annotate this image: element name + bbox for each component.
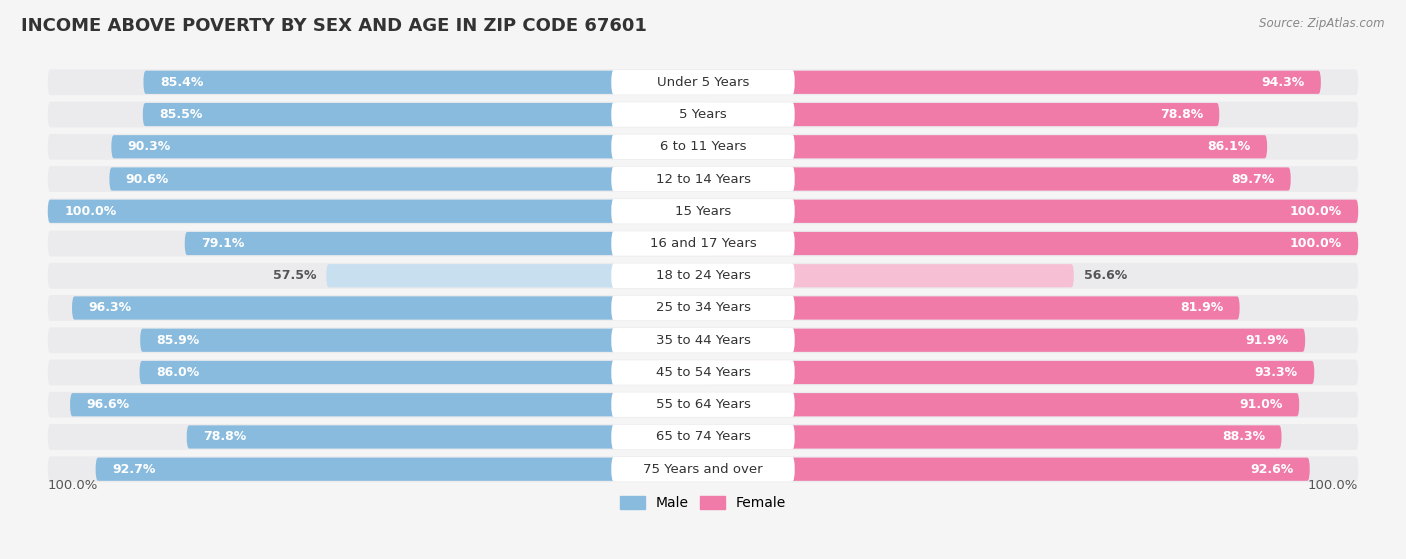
Text: 90.6%: 90.6% <box>125 173 169 186</box>
Text: 16 and 17 Years: 16 and 17 Years <box>650 237 756 250</box>
FancyBboxPatch shape <box>703 329 1305 352</box>
FancyBboxPatch shape <box>703 232 1358 255</box>
Text: INCOME ABOVE POVERTY BY SEX AND AGE IN ZIP CODE 67601: INCOME ABOVE POVERTY BY SEX AND AGE IN Z… <box>21 17 647 35</box>
Text: 96.3%: 96.3% <box>89 301 132 315</box>
FancyBboxPatch shape <box>141 329 703 352</box>
FancyBboxPatch shape <box>612 231 794 256</box>
Text: 86.1%: 86.1% <box>1208 140 1251 153</box>
FancyBboxPatch shape <box>612 102 794 127</box>
FancyBboxPatch shape <box>48 102 1358 127</box>
FancyBboxPatch shape <box>612 360 794 385</box>
FancyBboxPatch shape <box>143 70 703 94</box>
Text: 92.6%: 92.6% <box>1250 463 1294 476</box>
Text: 15 Years: 15 Years <box>675 205 731 218</box>
FancyBboxPatch shape <box>703 135 1267 158</box>
FancyBboxPatch shape <box>703 458 1310 481</box>
Text: 85.9%: 85.9% <box>156 334 200 347</box>
FancyBboxPatch shape <box>612 70 794 94</box>
Text: 12 to 14 Years: 12 to 14 Years <box>655 173 751 186</box>
FancyBboxPatch shape <box>48 166 1358 192</box>
Text: 56.6%: 56.6% <box>1084 269 1128 282</box>
Text: 100.0%: 100.0% <box>1289 205 1341 218</box>
Text: 85.5%: 85.5% <box>159 108 202 121</box>
Text: 93.3%: 93.3% <box>1254 366 1298 379</box>
FancyBboxPatch shape <box>612 263 794 288</box>
FancyBboxPatch shape <box>48 134 1358 160</box>
Text: 78.8%: 78.8% <box>202 430 246 443</box>
Text: 45 to 54 Years: 45 to 54 Years <box>655 366 751 379</box>
FancyBboxPatch shape <box>48 198 1358 224</box>
FancyBboxPatch shape <box>48 295 1358 321</box>
FancyBboxPatch shape <box>70 393 703 416</box>
Text: 94.3%: 94.3% <box>1261 76 1305 89</box>
Text: 25 to 34 Years: 25 to 34 Years <box>655 301 751 315</box>
FancyBboxPatch shape <box>703 200 1358 223</box>
FancyBboxPatch shape <box>48 359 1358 385</box>
FancyBboxPatch shape <box>48 392 1358 418</box>
FancyBboxPatch shape <box>48 424 1358 450</box>
Text: 88.3%: 88.3% <box>1222 430 1265 443</box>
FancyBboxPatch shape <box>48 456 1358 482</box>
FancyBboxPatch shape <box>110 167 703 191</box>
Text: 18 to 24 Years: 18 to 24 Years <box>655 269 751 282</box>
Text: 5 Years: 5 Years <box>679 108 727 121</box>
FancyBboxPatch shape <box>612 296 794 320</box>
Text: 90.3%: 90.3% <box>128 140 172 153</box>
Text: 35 to 44 Years: 35 to 44 Years <box>655 334 751 347</box>
FancyBboxPatch shape <box>96 458 703 481</box>
FancyBboxPatch shape <box>703 393 1299 416</box>
Text: 92.7%: 92.7% <box>112 463 155 476</box>
Text: 96.6%: 96.6% <box>86 398 129 411</box>
Text: 86.0%: 86.0% <box>156 366 200 379</box>
FancyBboxPatch shape <box>326 264 703 287</box>
Text: 100.0%: 100.0% <box>65 205 117 218</box>
Text: 100.0%: 100.0% <box>1308 480 1358 492</box>
FancyBboxPatch shape <box>612 135 794 159</box>
FancyBboxPatch shape <box>703 167 1291 191</box>
Text: 100.0%: 100.0% <box>48 480 98 492</box>
FancyBboxPatch shape <box>48 200 703 223</box>
Text: 100.0%: 100.0% <box>1289 237 1341 250</box>
Text: 79.1%: 79.1% <box>201 237 245 250</box>
FancyBboxPatch shape <box>48 263 1358 288</box>
Text: 89.7%: 89.7% <box>1232 173 1274 186</box>
Text: 55 to 64 Years: 55 to 64 Years <box>655 398 751 411</box>
FancyBboxPatch shape <box>703 103 1219 126</box>
FancyBboxPatch shape <box>612 328 794 353</box>
FancyBboxPatch shape <box>612 425 794 449</box>
Text: 78.8%: 78.8% <box>1160 108 1204 121</box>
FancyBboxPatch shape <box>703 296 1240 320</box>
FancyBboxPatch shape <box>187 425 703 448</box>
FancyBboxPatch shape <box>703 264 1074 287</box>
FancyBboxPatch shape <box>184 232 703 255</box>
FancyBboxPatch shape <box>612 457 794 481</box>
FancyBboxPatch shape <box>72 296 703 320</box>
Legend: Male, Female: Male, Female <box>614 491 792 516</box>
FancyBboxPatch shape <box>612 199 794 224</box>
Text: 85.4%: 85.4% <box>160 76 204 89</box>
Text: 81.9%: 81.9% <box>1180 301 1223 315</box>
Text: 6 to 11 Years: 6 to 11 Years <box>659 140 747 153</box>
FancyBboxPatch shape <box>48 328 1358 353</box>
FancyBboxPatch shape <box>703 70 1320 94</box>
FancyBboxPatch shape <box>143 103 703 126</box>
FancyBboxPatch shape <box>111 135 703 158</box>
FancyBboxPatch shape <box>139 361 703 384</box>
FancyBboxPatch shape <box>703 361 1315 384</box>
Text: 91.0%: 91.0% <box>1240 398 1282 411</box>
Text: Under 5 Years: Under 5 Years <box>657 76 749 89</box>
Text: Source: ZipAtlas.com: Source: ZipAtlas.com <box>1260 17 1385 30</box>
FancyBboxPatch shape <box>703 425 1282 448</box>
FancyBboxPatch shape <box>48 231 1358 257</box>
FancyBboxPatch shape <box>48 69 1358 95</box>
Text: 91.9%: 91.9% <box>1246 334 1289 347</box>
FancyBboxPatch shape <box>612 167 794 191</box>
FancyBboxPatch shape <box>612 392 794 417</box>
Text: 65 to 74 Years: 65 to 74 Years <box>655 430 751 443</box>
Text: 75 Years and over: 75 Years and over <box>643 463 763 476</box>
Text: 57.5%: 57.5% <box>273 269 316 282</box>
